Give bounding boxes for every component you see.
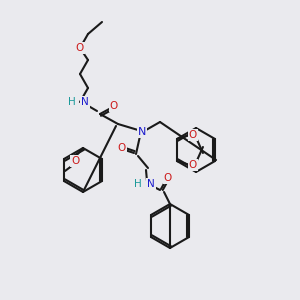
Text: H: H bbox=[68, 97, 76, 107]
Text: O: O bbox=[110, 101, 118, 111]
Text: H: H bbox=[134, 179, 142, 189]
Text: N: N bbox=[138, 127, 146, 137]
Text: O: O bbox=[71, 156, 79, 166]
Text: O: O bbox=[118, 143, 126, 153]
Text: O: O bbox=[76, 43, 84, 53]
Text: O: O bbox=[189, 160, 197, 170]
Text: N: N bbox=[147, 179, 155, 189]
Text: O: O bbox=[189, 130, 197, 140]
Text: N: N bbox=[81, 97, 89, 107]
Text: O: O bbox=[164, 173, 172, 183]
